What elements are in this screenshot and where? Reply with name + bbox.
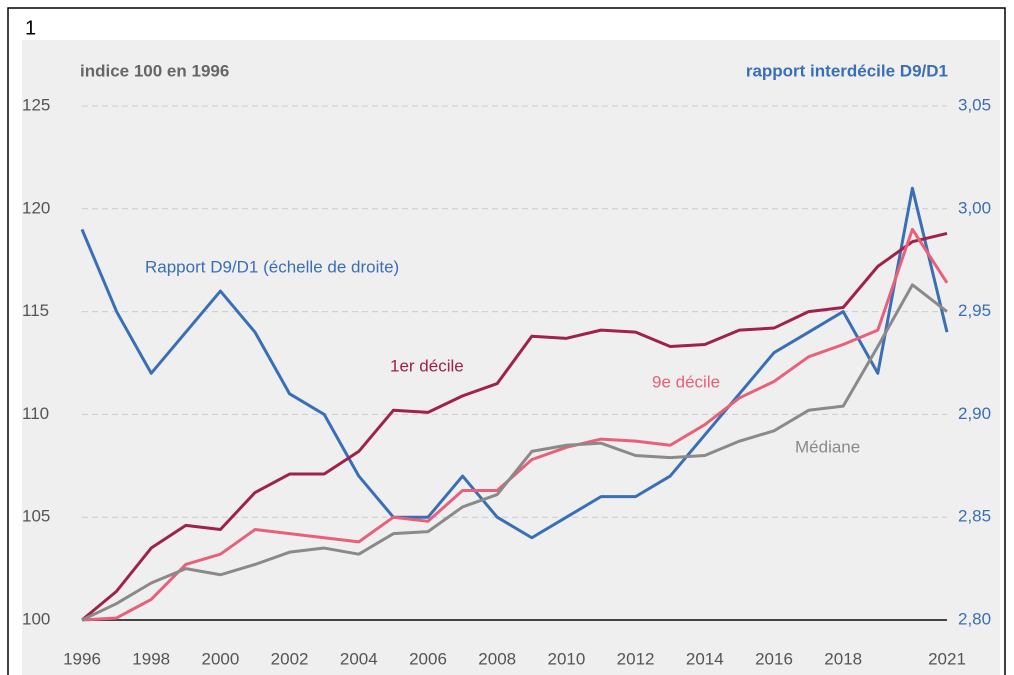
y2-tick-label: 3,05 (958, 95, 991, 114)
x-tick-label: 2012 (617, 649, 655, 668)
y-tick-label: 110 (22, 404, 49, 423)
x-tick-label: 2014 (686, 649, 724, 668)
y2-tick-label: 2,90 (958, 404, 991, 423)
x-tick-label: 1998 (132, 649, 170, 668)
y-axis-label: indice 100 en 1996 (80, 61, 229, 80)
x-tick-label: 2006 (409, 649, 447, 668)
y2-axis-label: rapport interdécile D9/D1 (746, 61, 948, 80)
y2-tick-label: 2,85 (958, 507, 991, 526)
x-tick-label: 2016 (755, 649, 793, 668)
y-tick-label: 125 (22, 95, 50, 114)
series-label: 1er décile (390, 356, 464, 375)
y-tick-label: 105 (22, 507, 50, 526)
x-tick-label: 2021 (928, 649, 966, 668)
x-tick-label: 2018 (824, 649, 862, 668)
x-tick-label: 2002 (271, 649, 309, 668)
y-tick-label: 100 (22, 609, 50, 628)
series-line (81, 232, 948, 622)
y2-tick-label: 2,80 (958, 609, 991, 628)
x-tick-label: 2008 (478, 649, 516, 668)
series-line (80, 186, 949, 540)
series-label: 9e décile (652, 372, 720, 391)
series-label: Médiane (795, 437, 860, 456)
y-tick-label: 115 (22, 301, 49, 320)
x-tick-label: 2010 (547, 649, 585, 668)
page-label: 1 (25, 17, 36, 39)
series-line (81, 283, 948, 622)
y-tick-label: 120 (22, 198, 50, 217)
x-tick-label: 2004 (340, 649, 378, 668)
y2-tick-label: 3,00 (958, 198, 991, 217)
x-tick-label: 1996 (63, 649, 101, 668)
series-label: Rapport D9/D1 (échelle de droite) (145, 257, 399, 276)
y2-tick-label: 2,95 (958, 301, 991, 320)
x-tick-label: 2000 (201, 649, 239, 668)
